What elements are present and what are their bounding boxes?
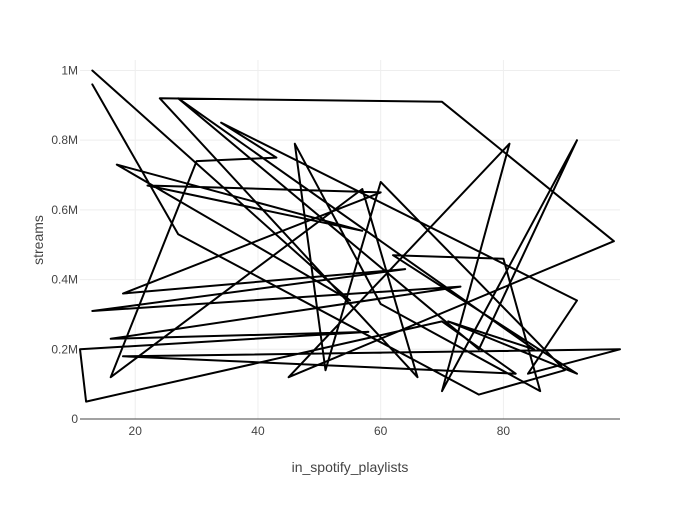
x-axis-title: in_spotify_playlists <box>292 459 409 475</box>
x-tick-label: 80 <box>497 424 511 438</box>
y-axis-title: streams <box>30 215 46 265</box>
x-tick-label: 40 <box>251 424 265 438</box>
y-tick-label: 0.2M <box>51 342 78 356</box>
y-tick-label: 0.4M <box>51 273 78 287</box>
tick-labels: 20 40 60 80 0 0.2M 0.4M 0.6M 0.8M 1M <box>51 63 510 438</box>
x-tick-label: 20 <box>129 424 143 438</box>
x-tick-label: 60 <box>374 424 388 438</box>
y-tick-label: 1M <box>61 63 78 77</box>
y-tick-label: 0.8M <box>51 133 78 147</box>
y-tick-label: 0 <box>71 412 78 426</box>
y-tick-label: 0.6M <box>51 203 78 217</box>
series-lines <box>79 69 621 403</box>
series-line <box>79 69 621 403</box>
